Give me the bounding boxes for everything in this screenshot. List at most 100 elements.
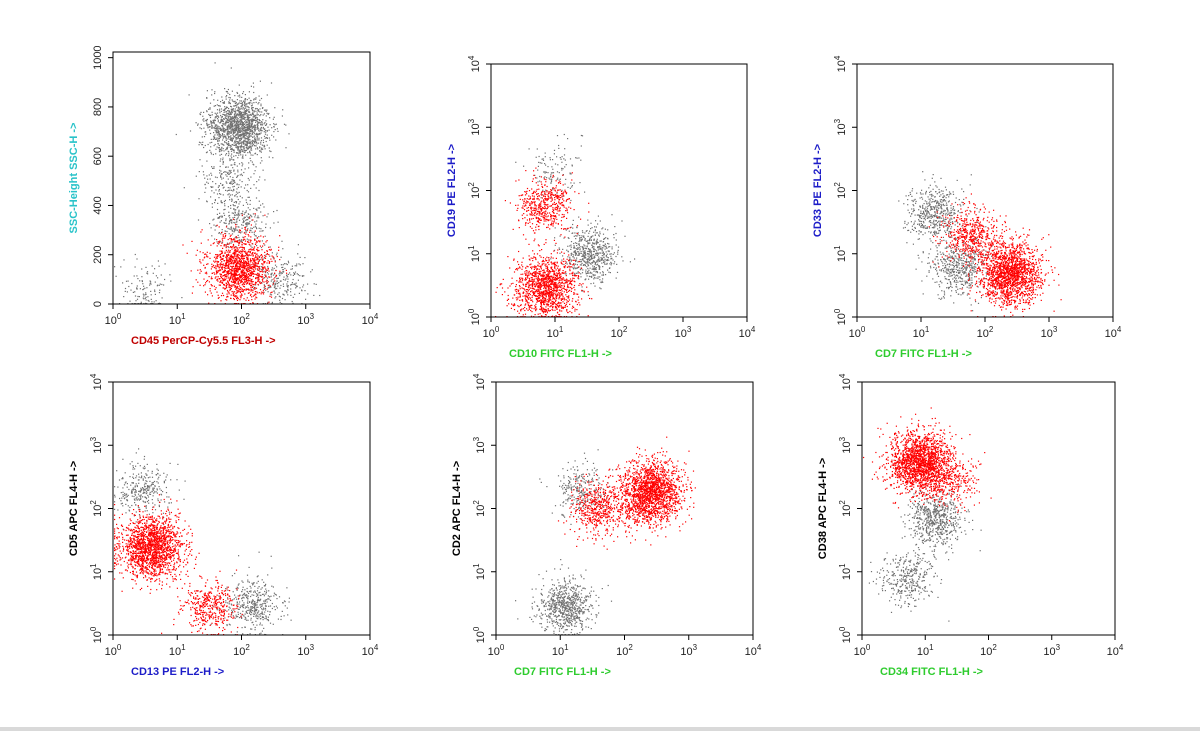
event-dot	[237, 171, 238, 172]
event-dot	[244, 134, 245, 135]
event-dot	[251, 285, 252, 286]
event-dot	[234, 222, 235, 223]
event-dot	[576, 268, 577, 269]
event-dot	[264, 131, 265, 132]
event-dot	[232, 144, 233, 145]
event-dot	[252, 262, 253, 263]
event-dot	[279, 288, 280, 289]
event-dot	[253, 116, 254, 117]
event-dot	[135, 254, 136, 255]
event-dot	[558, 148, 559, 149]
event-dot	[242, 151, 243, 152]
event-dot	[251, 125, 252, 126]
event-dot	[220, 265, 221, 266]
event-dot	[553, 176, 554, 177]
event-dot	[260, 142, 261, 143]
event-dot	[552, 172, 553, 173]
event-dot	[273, 282, 274, 283]
event-dot	[557, 268, 558, 269]
event-dot	[234, 214, 235, 215]
event-dot	[240, 174, 241, 175]
event-dot	[281, 264, 282, 265]
event-dot	[217, 143, 218, 144]
event-dot	[228, 264, 229, 265]
event-dot	[220, 166, 221, 167]
event-dot	[292, 301, 293, 302]
event-dot	[247, 117, 248, 118]
event-dot	[221, 282, 222, 283]
event-dot	[219, 155, 220, 156]
event-dot	[560, 179, 561, 180]
event-dot	[220, 257, 221, 258]
event-dot	[208, 114, 209, 115]
event-dot	[212, 203, 213, 204]
event-dot	[243, 270, 244, 271]
event-dot	[221, 147, 222, 148]
event-dot	[496, 292, 497, 293]
event-dot	[224, 209, 225, 210]
event-dot	[598, 253, 599, 254]
event-dot	[268, 247, 269, 248]
event-dot	[241, 275, 242, 276]
event-dot	[260, 151, 261, 152]
event-dot	[256, 102, 257, 103]
event-dot	[221, 261, 222, 262]
event-dot	[231, 295, 232, 296]
event-dot	[612, 248, 613, 249]
event-dot	[229, 261, 230, 262]
event-dot	[272, 157, 273, 158]
event-dot	[241, 97, 242, 98]
event-dot	[241, 213, 242, 214]
event-dot	[202, 165, 203, 166]
event-dot	[215, 149, 216, 150]
event-dot	[236, 260, 237, 261]
event-dot	[245, 168, 246, 169]
event-dot	[252, 272, 253, 273]
event-dot	[545, 172, 546, 173]
event-dot	[264, 261, 265, 262]
event-dot	[229, 221, 230, 222]
event-dot	[262, 267, 263, 268]
event-dot	[617, 272, 618, 273]
event-dot	[261, 247, 262, 248]
event-dot	[253, 99, 254, 100]
event-dot	[239, 232, 240, 233]
event-dot	[273, 211, 274, 212]
event-dot	[214, 106, 215, 107]
event-dot	[243, 172, 244, 173]
event-dot	[234, 273, 235, 274]
event-dot	[615, 233, 616, 234]
event-dot	[248, 103, 249, 104]
event-dot	[592, 258, 593, 259]
event-dot	[512, 278, 513, 279]
event-dot	[219, 270, 220, 271]
event-dot	[270, 259, 271, 260]
event-dot	[244, 212, 245, 213]
event-dot	[250, 241, 251, 242]
event-dot	[239, 132, 240, 133]
event-dot	[220, 263, 221, 264]
event-dot	[244, 258, 245, 259]
event-dot	[259, 292, 260, 293]
event-dot	[223, 255, 224, 256]
event-dot	[284, 263, 285, 264]
event-dot	[571, 253, 572, 254]
event-dot	[529, 307, 530, 308]
event-dot	[235, 274, 236, 275]
event-dot	[574, 183, 575, 184]
event-dot	[262, 246, 263, 247]
event-dot	[284, 290, 285, 291]
event-dot	[225, 96, 226, 97]
event-dot	[612, 259, 613, 260]
event-dot	[231, 273, 232, 274]
event-dot	[228, 131, 229, 132]
event-dot	[220, 194, 221, 195]
event-dot	[249, 180, 250, 181]
event-dot	[211, 264, 212, 265]
event-dot	[563, 264, 564, 265]
event-dot	[236, 263, 237, 264]
event-dot	[557, 285, 558, 286]
event-dot	[562, 255, 563, 256]
event-dot	[249, 147, 250, 148]
event-dot	[222, 240, 223, 241]
